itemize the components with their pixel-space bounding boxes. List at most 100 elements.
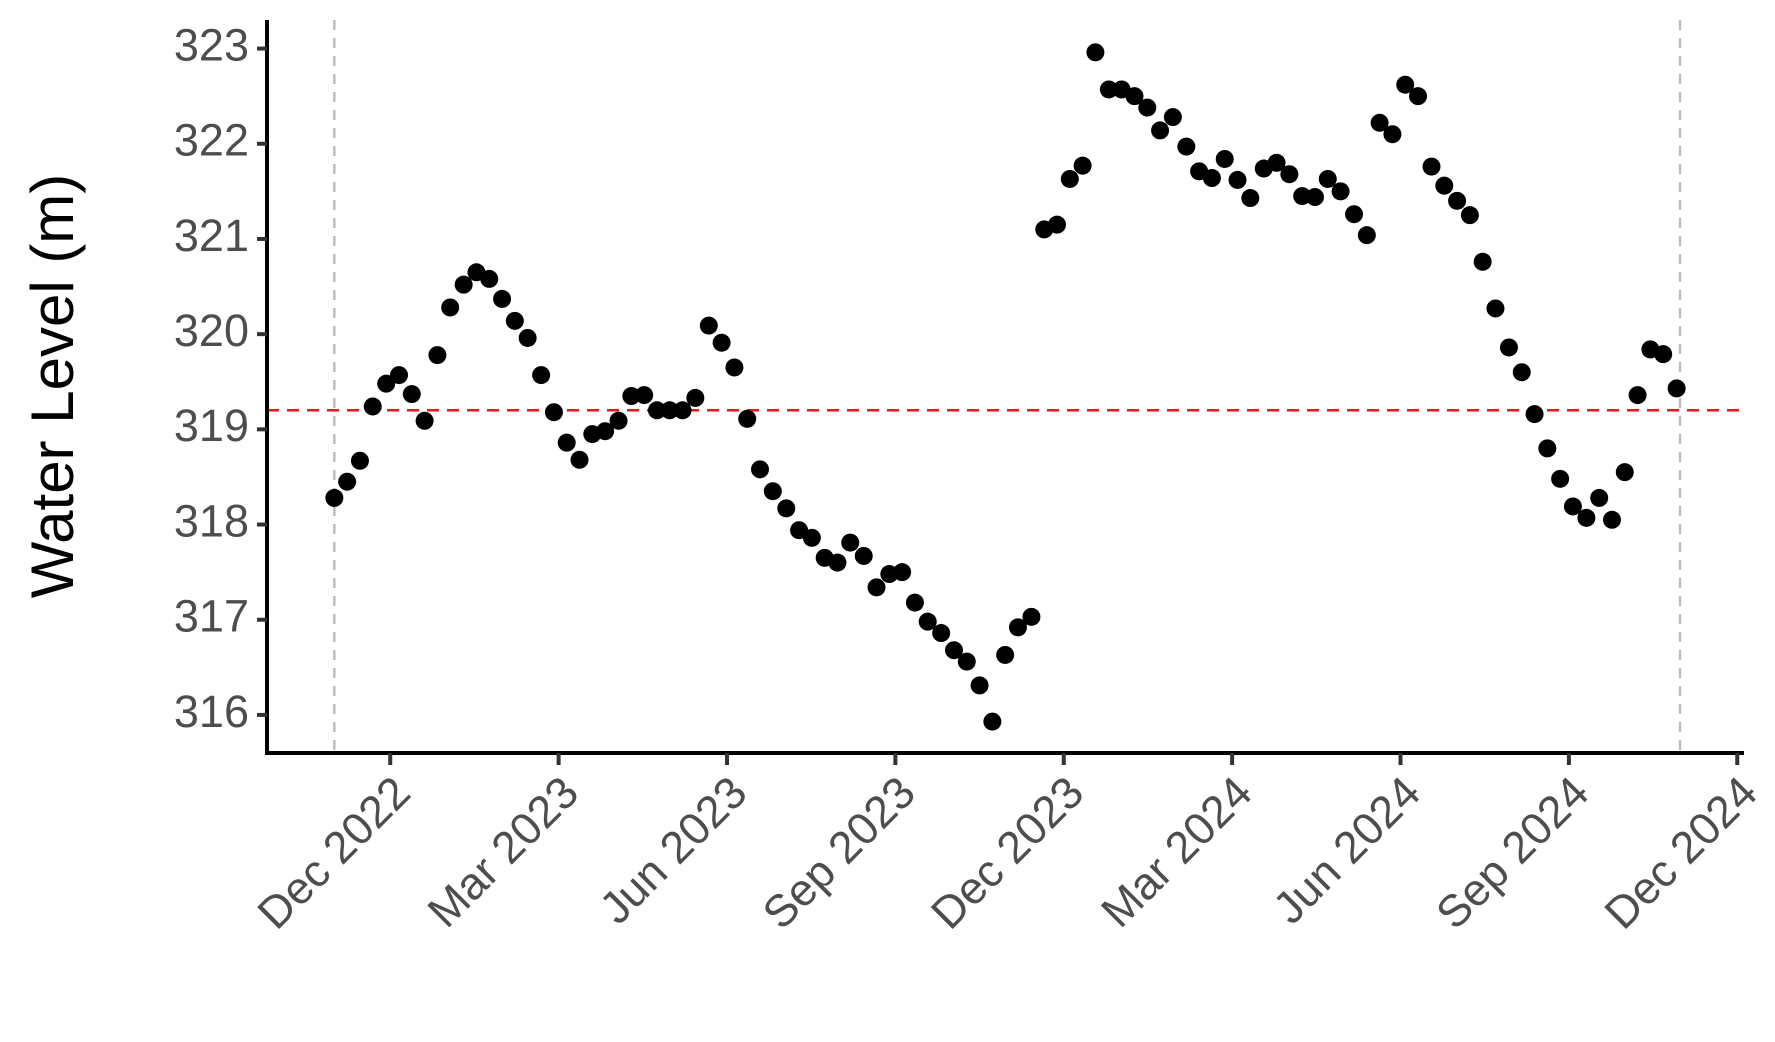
x-tick-label: Sep 2024	[1426, 766, 1598, 938]
data-point	[363, 397, 382, 416]
y-tick-label: 322	[174, 115, 249, 166]
data-point	[1099, 80, 1118, 99]
data-point	[738, 409, 757, 428]
data-point	[1293, 187, 1312, 206]
data-point	[1383, 125, 1402, 144]
x-tick-label: Mar 2024	[1091, 766, 1261, 936]
data-point	[699, 316, 718, 335]
data-point	[1525, 405, 1544, 424]
data-point	[905, 593, 924, 612]
data-point	[1615, 463, 1634, 482]
data-point	[725, 358, 744, 377]
data-point	[1331, 182, 1350, 201]
x-tick-label: Dec 2023	[921, 766, 1093, 938]
data-point	[402, 385, 421, 404]
data-point	[1551, 469, 1570, 488]
data-point	[1590, 488, 1609, 507]
data-point	[1048, 215, 1067, 234]
data-point	[1409, 87, 1428, 106]
data-point	[1305, 188, 1324, 207]
data-point	[918, 612, 937, 631]
data-point	[1318, 169, 1337, 188]
y-axis-label: Water Level (m)	[19, 174, 86, 599]
data-point	[841, 533, 860, 552]
data-point	[1602, 510, 1621, 529]
x-tick-label: Dec 2022	[247, 766, 419, 938]
data-point	[1228, 170, 1247, 189]
data-point	[518, 328, 537, 347]
data-point	[505, 311, 524, 330]
data-point	[544, 403, 563, 422]
data-point	[1022, 607, 1041, 626]
x-tick-label: Mar 2023	[418, 766, 588, 936]
data-point	[1280, 165, 1299, 184]
y-tick-label: 320	[174, 305, 249, 356]
data-point	[1473, 252, 1492, 271]
data-point	[622, 387, 641, 406]
data-point	[867, 578, 886, 597]
data-point	[1215, 149, 1234, 168]
data-point	[763, 482, 782, 501]
data-point	[1125, 87, 1144, 106]
y-tick-label: 317	[174, 591, 249, 642]
data-point	[325, 488, 344, 507]
data-point	[1577, 508, 1596, 527]
data-point	[1202, 169, 1221, 188]
data-point	[1008, 618, 1027, 637]
data-point	[660, 401, 679, 420]
data-point	[777, 499, 796, 518]
data-point	[1345, 205, 1364, 224]
data-point	[338, 472, 357, 491]
data-point	[1435, 176, 1454, 195]
data-point	[647, 401, 666, 420]
data-point	[350, 451, 369, 470]
data-point	[1151, 121, 1170, 140]
x-tick-label: Jun 2023	[589, 766, 756, 933]
data-point	[1512, 363, 1531, 382]
data-point	[1486, 299, 1505, 318]
data-point	[1241, 189, 1260, 208]
data-point	[1396, 75, 1415, 94]
data-point	[893, 563, 912, 582]
y-tick-label: 319	[174, 400, 249, 451]
data-point	[441, 298, 460, 317]
data-point	[596, 422, 615, 441]
data-point	[944, 641, 963, 660]
data-point	[1448, 191, 1467, 210]
data-point	[532, 366, 551, 385]
data-point	[996, 645, 1015, 664]
data-point	[609, 411, 628, 430]
data-point	[557, 433, 576, 452]
data-point	[1538, 439, 1557, 458]
data-point	[415, 411, 434, 430]
x-tick-label: Jun 2024	[1263, 766, 1430, 933]
data-point	[1563, 497, 1582, 516]
data-point	[493, 289, 512, 308]
y-tick-label: 323	[174, 19, 249, 70]
data-point	[957, 652, 976, 671]
data-point	[390, 366, 409, 385]
data-point	[828, 553, 847, 572]
data-point	[1628, 386, 1647, 405]
data-point	[1073, 156, 1092, 175]
data-point	[1138, 98, 1157, 117]
data-point	[1060, 169, 1079, 188]
data-point	[751, 460, 770, 479]
data-point	[1460, 206, 1479, 225]
data-point	[854, 546, 873, 565]
data-point	[480, 269, 499, 288]
data-point	[802, 528, 821, 547]
y-tick-label: 318	[174, 495, 249, 546]
data-point	[428, 346, 447, 365]
data-point	[712, 333, 731, 352]
y-tick-label: 316	[174, 686, 249, 737]
data-point	[1357, 226, 1376, 245]
data-point	[983, 712, 1002, 731]
y-tick-label: 321	[174, 210, 249, 261]
data-point	[1499, 338, 1518, 357]
data-point	[1654, 345, 1673, 364]
data-point	[970, 676, 989, 695]
data-point	[1667, 379, 1686, 398]
data-point	[570, 450, 589, 469]
